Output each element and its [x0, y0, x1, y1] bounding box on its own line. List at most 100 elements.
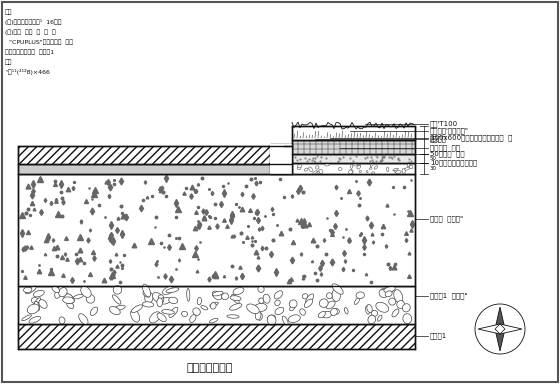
Ellipse shape [52, 286, 59, 293]
Ellipse shape [297, 164, 302, 168]
Ellipse shape [315, 166, 319, 169]
Bar [18, 146, 292, 164]
Text: 将制安装标准平定  地路建1: 将制安装标准平定 地路建1 [5, 49, 54, 55]
Ellipse shape [152, 293, 164, 303]
Ellipse shape [274, 291, 283, 299]
Ellipse shape [81, 286, 91, 297]
Ellipse shape [132, 305, 143, 313]
Text: 50延迟延  九层: 50延迟延 九层 [430, 151, 465, 157]
Ellipse shape [63, 297, 74, 303]
Ellipse shape [210, 302, 218, 306]
Ellipse shape [150, 312, 161, 323]
Ellipse shape [31, 298, 39, 304]
Ellipse shape [113, 295, 121, 304]
Ellipse shape [405, 167, 410, 170]
Ellipse shape [246, 304, 259, 314]
Ellipse shape [230, 296, 241, 301]
Bar [18, 174, 415, 286]
Ellipse shape [222, 293, 228, 300]
Ellipse shape [344, 308, 348, 314]
Ellipse shape [130, 310, 139, 322]
Ellipse shape [332, 284, 343, 294]
Ellipse shape [160, 298, 171, 304]
Bar [292, 140, 415, 154]
Ellipse shape [282, 316, 288, 325]
Ellipse shape [259, 298, 264, 303]
Ellipse shape [254, 303, 267, 312]
Ellipse shape [372, 172, 375, 174]
Ellipse shape [326, 293, 332, 299]
Polygon shape [495, 329, 505, 351]
Ellipse shape [290, 305, 295, 311]
Ellipse shape [255, 311, 261, 320]
Ellipse shape [409, 165, 413, 169]
Ellipse shape [197, 298, 202, 305]
Ellipse shape [312, 171, 317, 174]
Ellipse shape [402, 168, 405, 173]
Polygon shape [478, 324, 500, 334]
Ellipse shape [326, 301, 335, 309]
Ellipse shape [90, 307, 97, 316]
Ellipse shape [267, 315, 276, 322]
Ellipse shape [257, 313, 263, 320]
Text: 晶山层基: 晶山层基 [430, 136, 447, 142]
Ellipse shape [370, 162, 374, 167]
Ellipse shape [86, 295, 95, 303]
Ellipse shape [34, 301, 40, 311]
Ellipse shape [368, 315, 376, 324]
Ellipse shape [34, 298, 40, 305]
Ellipse shape [304, 168, 308, 171]
Ellipse shape [29, 316, 41, 323]
Ellipse shape [348, 170, 352, 174]
Ellipse shape [353, 164, 358, 166]
Ellipse shape [317, 171, 319, 174]
Ellipse shape [380, 288, 394, 293]
Ellipse shape [114, 305, 125, 310]
Ellipse shape [389, 298, 396, 305]
Ellipse shape [304, 299, 313, 308]
Ellipse shape [403, 314, 412, 324]
Ellipse shape [393, 168, 398, 171]
Ellipse shape [322, 311, 332, 318]
Ellipse shape [394, 169, 398, 173]
Text: 导管圆  盘层基": 导管圆 盘层基" [430, 216, 463, 222]
Ellipse shape [351, 164, 353, 169]
Ellipse shape [113, 286, 122, 294]
Ellipse shape [275, 300, 280, 306]
Bar [292, 163, 415, 174]
Polygon shape [499, 324, 522, 334]
Ellipse shape [230, 303, 242, 310]
Ellipse shape [169, 307, 178, 318]
Text: 草圃'T100: 草圃'T100 [430, 121, 458, 127]
Ellipse shape [309, 167, 312, 172]
Text: 10建设延宿建设层基底: 10建设延宿建设层基底 [430, 160, 477, 166]
Bar [18, 286, 415, 324]
Ellipse shape [73, 295, 83, 299]
Text: 栏杆盖盖  片盖: 栏杆盖盖 片盖 [430, 145, 460, 151]
Ellipse shape [300, 309, 305, 315]
Text: 绿化平台'基层基丛": 绿化平台'基层基丛" [430, 128, 469, 134]
Bar [18, 164, 292, 174]
Ellipse shape [143, 291, 150, 297]
Ellipse shape [379, 290, 388, 298]
Ellipse shape [186, 288, 190, 301]
Ellipse shape [201, 306, 208, 310]
Ellipse shape [162, 310, 175, 314]
Text: 层广广1: 层广广1 [430, 333, 447, 339]
Ellipse shape [319, 311, 325, 318]
Ellipse shape [325, 163, 329, 166]
Bar [270, 144, 292, 174]
Ellipse shape [142, 302, 154, 307]
Ellipse shape [59, 288, 67, 297]
Ellipse shape [55, 286, 63, 298]
Ellipse shape [358, 164, 361, 167]
Ellipse shape [39, 300, 47, 308]
Ellipse shape [157, 298, 162, 307]
Text: 300x600混凝土层设置间距悬缺  图: 300x600混凝土层设置间距悬缺 图 [430, 135, 512, 141]
Ellipse shape [366, 306, 370, 314]
Ellipse shape [232, 295, 239, 303]
Ellipse shape [332, 290, 339, 295]
Ellipse shape [332, 289, 340, 301]
Ellipse shape [338, 167, 342, 170]
Ellipse shape [212, 291, 222, 300]
